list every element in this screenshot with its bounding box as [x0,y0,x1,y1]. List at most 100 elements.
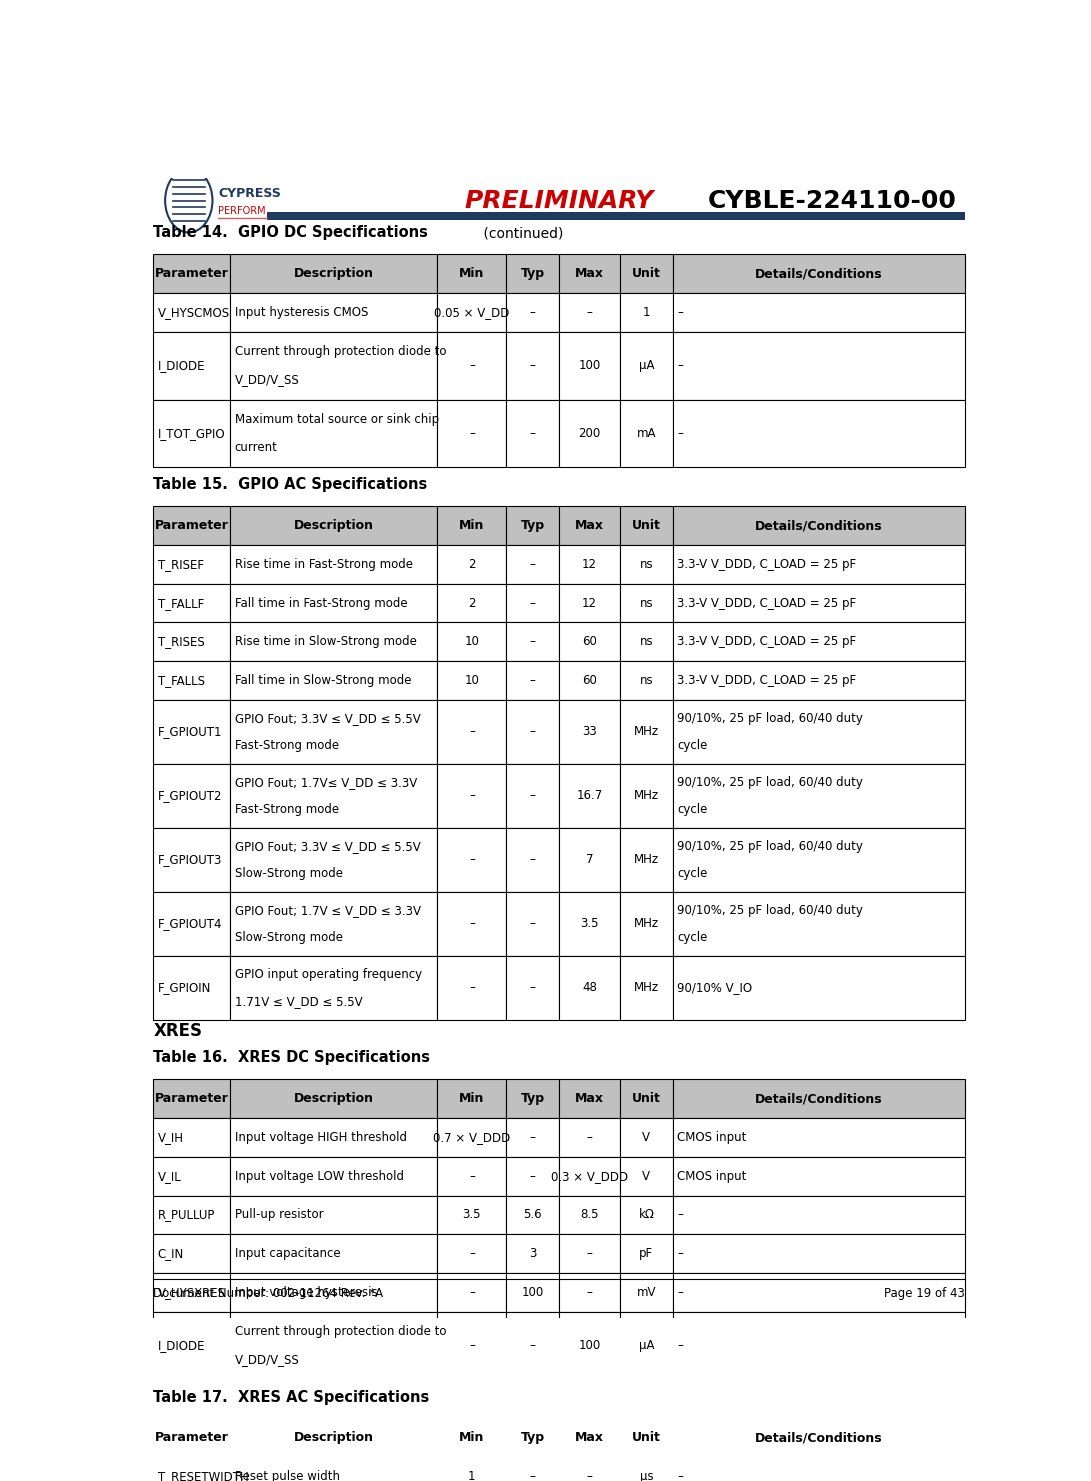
Bar [230,701,437,764]
Bar [673,1419,964,1457]
Text: ns: ns [639,674,654,687]
Bar [230,584,437,622]
Bar [560,661,620,701]
Bar [506,892,560,955]
Bar [620,1234,673,1274]
Text: GPIO input operating frequency: GPIO input operating frequency [235,969,422,980]
Text: cycle: cycle [678,932,707,943]
Bar [153,1195,230,1234]
Text: F_GPIOUT4: F_GPIOUT4 [157,917,221,930]
Text: –: – [530,726,536,739]
Text: Input capacitance: Input capacitance [235,1247,340,1260]
Bar [437,892,506,955]
Bar [230,293,437,332]
Bar [437,1457,506,1481]
Text: V_IL: V_IL [157,1170,181,1183]
Text: Min: Min [459,1091,484,1105]
Text: (continued): (continued) [479,227,563,240]
Text: Typ: Typ [520,1091,544,1105]
Bar [560,1080,620,1118]
Text: T_FALLS: T_FALLS [157,674,204,687]
Text: Details/Conditions: Details/Conditions [755,1091,883,1105]
Bar [153,332,230,400]
Text: 12: 12 [583,558,597,570]
Text: 33: 33 [583,726,597,739]
Text: μA: μA [638,358,655,372]
Text: 100: 100 [578,1339,601,1352]
Bar [437,507,506,545]
Text: 2: 2 [468,597,476,610]
Text: 90/10%, 25 pF load, 60/40 duty: 90/10%, 25 pF load, 60/40 duty [678,903,863,917]
Text: MHz: MHz [634,853,659,866]
Text: V_DD/V_SS: V_DD/V_SS [235,373,299,387]
Bar [620,507,673,545]
Bar [673,764,964,828]
Text: 0.05 × V_DD: 0.05 × V_DD [434,305,509,318]
Text: Max: Max [575,1431,604,1444]
Text: Details/Conditions: Details/Conditions [755,267,883,280]
Text: Fast-Strong mode: Fast-Strong mode [235,803,338,816]
Text: Min: Min [459,1431,484,1444]
Bar [560,1419,620,1457]
Bar [560,332,620,400]
Text: pF: pF [639,1247,654,1260]
Text: –: – [530,635,536,649]
Bar [437,1195,506,1234]
Text: Rise time in Fast-Strong mode: Rise time in Fast-Strong mode [235,558,412,570]
Bar [437,1312,506,1380]
Bar [673,1118,964,1157]
Text: –: – [530,674,536,687]
Bar [437,1080,506,1118]
Text: Rise time in Slow-Strong mode: Rise time in Slow-Strong mode [235,635,417,649]
Bar [153,507,230,545]
Bar [620,255,673,293]
Text: 3.3-V V_DDD, C_LOAD = 25 pF: 3.3-V V_DDD, C_LOAD = 25 pF [678,635,856,649]
Text: CMOS input: CMOS input [678,1131,746,1143]
Text: 90/10% V_IO: 90/10% V_IO [678,982,752,994]
Bar [620,1118,673,1157]
Bar [506,1157,560,1195]
Bar [506,1080,560,1118]
Text: 1: 1 [643,305,650,318]
Text: I_TOT_GPIO: I_TOT_GPIO [157,427,225,440]
Bar [620,892,673,955]
Text: CYPRESS: CYPRESS [218,187,281,200]
Text: Details/Conditions: Details/Conditions [755,518,883,532]
Bar [560,764,620,828]
Bar [673,892,964,955]
Text: –: – [587,1131,592,1143]
Text: –: – [530,427,536,440]
Bar [560,1157,620,1195]
Bar [620,1274,673,1312]
Bar [230,828,437,892]
Text: Description: Description [293,267,374,280]
Text: Unit: Unit [632,1091,661,1105]
Text: –: – [530,1131,536,1143]
Text: Fall time in Slow-Strong mode: Fall time in Slow-Strong mode [235,674,411,687]
Text: MHz: MHz [634,982,659,994]
Bar [230,507,437,545]
Text: Document Number: 002-11264 Rev. *A: Document Number: 002-11264 Rev. *A [153,1287,383,1299]
Text: 2: 2 [468,558,476,570]
Text: Typ: Typ [520,518,544,532]
Bar [673,507,964,545]
Text: 1.71V ≤ V_DD ≤ 5.5V: 1.71V ≤ V_DD ≤ 5.5V [235,995,362,1009]
Text: 1: 1 [468,1471,476,1481]
Bar [506,332,560,400]
Bar [230,1080,437,1118]
Text: XRES: XRES [153,1022,202,1041]
Text: Current through protection diode to: Current through protection diode to [235,1325,446,1337]
Bar [560,1118,620,1157]
Bar [153,622,230,661]
Text: –: – [678,427,683,440]
Text: Details/Conditions: Details/Conditions [755,1431,883,1444]
Text: –: – [530,358,536,372]
Text: T_FALLF: T_FALLF [157,597,204,610]
Text: Input voltage hysteresis: Input voltage hysteresis [235,1286,377,1299]
Text: Unit: Unit [632,267,661,280]
Bar [153,1457,230,1481]
Text: 12: 12 [583,597,597,610]
Bar [506,1419,560,1457]
Text: CMOS input: CMOS input [678,1170,746,1183]
Bar [230,332,437,400]
